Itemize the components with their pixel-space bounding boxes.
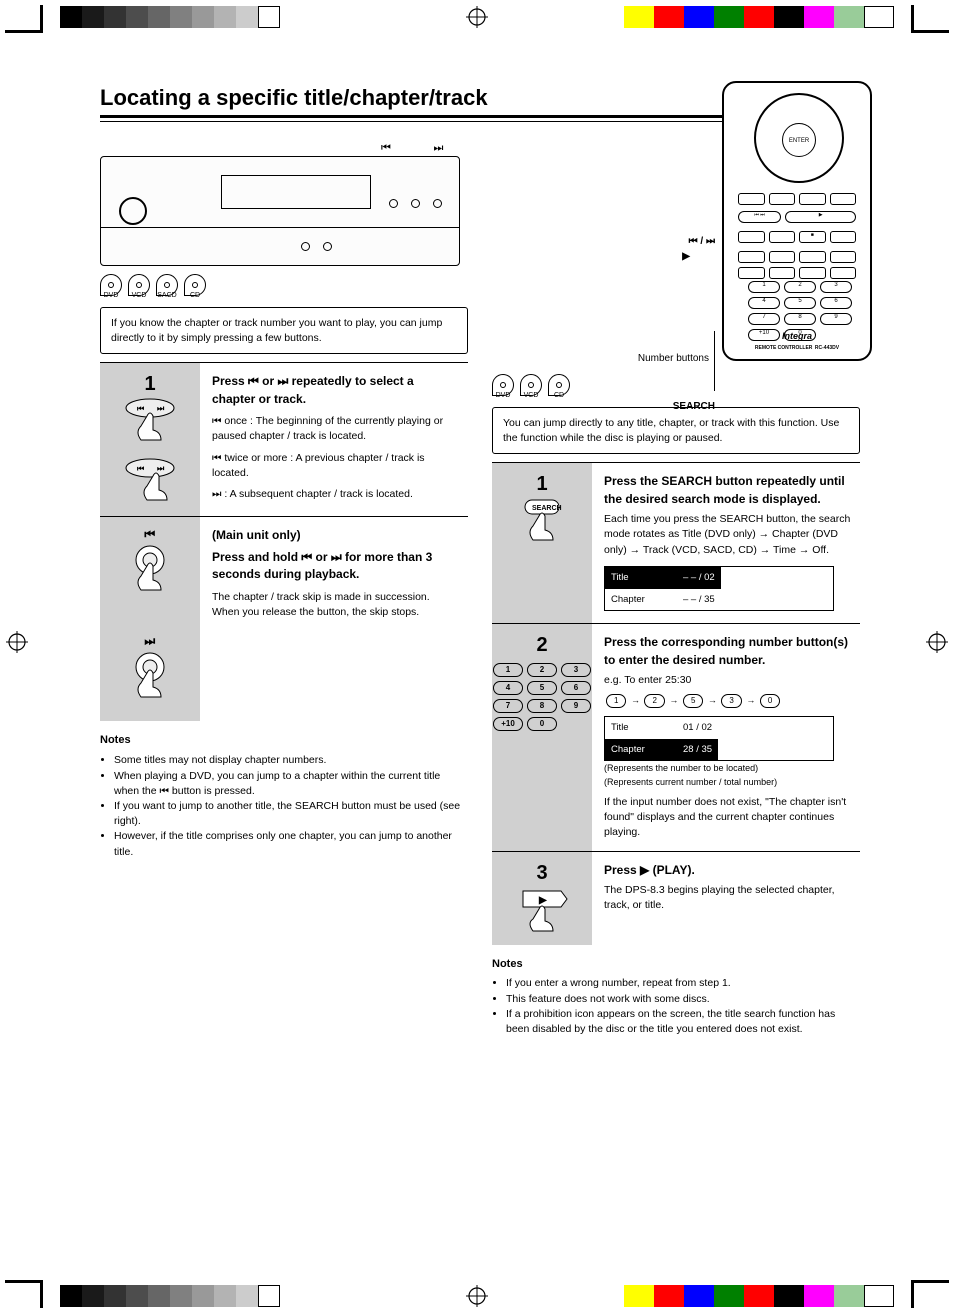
osd2-title-label: Title <box>605 717 677 739</box>
registration-crosshair-bottom <box>466 1285 488 1307</box>
osd-box-2: Title 01 / 02 Chapter 28 / 35 <box>604 716 834 762</box>
registration-crosshair-right <box>926 631 948 653</box>
manual-page: 29 Locating a specific title/chapter/tra… <box>100 55 860 1037</box>
left-step1-line3: ⏭ : A subsequent chapter / track is loca… <box>212 487 460 502</box>
callout-search: SEARCH <box>673 401 715 412</box>
right-step1-head: Press the SEARCH button repeatedly until… <box>604 473 852 508</box>
left-step1-head: Press ⏮ or ⏭ repeatedly to select a chap… <box>212 373 460 408</box>
prev-icon: ⏮ <box>381 141 391 154</box>
right-notes: Notes If you enter a wrong number, repea… <box>492 957 860 1038</box>
left-step-2: ⏮ ⏭ (Main unit only) Press and hold ⏮ or… <box>100 516 468 721</box>
hand-press-play-icon: ▶ <box>515 885 569 935</box>
note-item: If a prohibition icon appears on the scr… <box>506 1007 860 1037</box>
osd2-title-val: 01 / 02 <box>677 717 718 739</box>
grayscale-bar-bottom <box>60 1285 280 1307</box>
osd2-note1: (Represents the number to be located) <box>604 763 852 775</box>
remote-model: RC-443DV <box>815 345 839 351</box>
step-number: 1 <box>144 373 155 396</box>
osd1-title-label: Title <box>605 567 677 589</box>
remote-enter-button: ENTER <box>782 123 816 157</box>
osd1-chap-label: Chapter <box>605 589 677 611</box>
left-notes: Notes Some titles may not display chapte… <box>100 733 468 859</box>
hand-press-skip-next-icon: ⏮⏭ <box>123 456 177 506</box>
step-number: 3 <box>536 862 547 885</box>
osd1-title-val: – – / 02 <box>677 567 721 589</box>
remote-brand: Integra <box>782 331 812 341</box>
osd2-chap-val: 28 / 35 <box>677 739 718 761</box>
remote-controller-label: REMOTE CONTROLLER <box>755 345 813 351</box>
hand-press-skip-prev-icon: ⏮⏭ <box>123 396 177 446</box>
osd-box-1: Title – – / 02 Chapter – – / 35 <box>604 566 834 612</box>
crop-mark-bl <box>5 1278 45 1308</box>
right-step2-head: Press the corresponding number button(s)… <box>604 634 852 669</box>
registration-crosshair-top <box>466 6 488 28</box>
svg-text:⏮: ⏮ <box>137 404 144 413</box>
right-step3-head: Press ▶ (PLAY). <box>604 862 852 879</box>
svg-text:⏭: ⏭ <box>157 404 165 413</box>
right-column: ENTER ⏮ ⏭▶ ■ 123 456 789 +100 Integra RE… <box>492 136 860 1037</box>
right-step-3: 3 ▶ Press ▶ (PLAY). The DPS-8.3 begins p… <box>492 851 860 945</box>
svg-text:▶: ▶ <box>538 895 548 906</box>
left-step2-heada: (Main unit only) <box>212 527 460 544</box>
callout-play: ▶ <box>682 251 690 262</box>
note-item: However, if the title comprises only one… <box>114 829 468 859</box>
left-step1-line1: ⏮ once : The beginning of the currently … <box>212 414 460 444</box>
step-number: 1 <box>536 473 547 496</box>
disc-types-left: DVDVCDSACDCD <box>100 274 468 303</box>
osd2-note2: (Represents current number / total numbe… <box>604 777 852 789</box>
remote-controller-figure: ENTER ⏮ ⏭▶ ■ 123 456 789 +100 Integra RE… <box>722 81 872 361</box>
crop-mark-br <box>909 1278 949 1308</box>
color-bar-bottom <box>624 1285 894 1307</box>
note-item: Some titles may not display chapter numb… <box>114 753 468 768</box>
disc-types-right: DVDVCDCD <box>492 374 860 403</box>
right-step-2: 2 123 456 789 +100 Press the correspondi… <box>492 623 860 850</box>
note-item: When playing a DVD, you can jump to a ch… <box>114 769 468 799</box>
left-step2-body: The chapter / track skip is made in succ… <box>212 590 460 620</box>
notes-heading: Notes <box>100 733 468 749</box>
right-step2-ex-lead: e.g. To enter 25:30 <box>604 673 852 688</box>
left-step2-headb: Press and hold ⏮ or ⏭ for more than 3 se… <box>212 549 460 584</box>
crop-mark-tl <box>5 5 45 35</box>
numpad-icon: 123 456 789 +100 <box>493 663 591 731</box>
left-column: ⏮ ⏭ DVDVCDSACDCD If you know the chapter… <box>100 136 468 1037</box>
svg-text:⏭: ⏭ <box>157 464 165 473</box>
notes-heading: Notes <box>492 957 860 973</box>
right-step3-body: The DPS-8.3 begins playing the selected … <box>604 883 852 913</box>
callout-number-buttons: Number buttons <box>714 331 715 391</box>
player-front-panel-figure: ⏮ ⏭ <box>100 156 460 266</box>
right-lead-box: You can jump directly to any title, chap… <box>492 407 860 454</box>
left-step1-line2: ⏮ twice or more : A previous chapter / t… <box>212 451 460 481</box>
step-number: 2 <box>536 634 547 657</box>
right-step2-tail: If the input number does not exist, "The… <box>604 795 852 841</box>
next-icon: ⏭ <box>434 141 444 154</box>
key-sequence: 1 → 2 → 5 → 3 → 0 <box>604 694 852 708</box>
right-step1-body: Each time you press the SEARCH button, t… <box>604 512 852 558</box>
registration-crosshair-left <box>6 631 28 653</box>
grayscale-bar-top <box>60 6 280 28</box>
note-item: If you enter a wrong number, repeat from… <box>506 976 860 991</box>
color-bar-top <box>624 6 894 28</box>
left-lead-box: If you know the chapter or track number … <box>100 307 468 354</box>
callout-skip: ⏮ / ⏭ <box>689 236 715 247</box>
hold-next-icon: ⏭ <box>125 634 175 711</box>
note-item: This feature does not work with some dis… <box>506 992 860 1007</box>
crop-mark-tr <box>909 5 949 35</box>
osd1-chap-val: – – / 35 <box>677 589 721 611</box>
hold-prev-icon: ⏮ <box>125 527 175 604</box>
hand-press-search-icon: SEARCH <box>515 496 569 546</box>
note-item: If you want to jump to another title, th… <box>114 799 468 829</box>
left-step-1: 1 ⏮⏭ ⏮⏭ Press ⏮ or ⏭ repeatedly to selec… <box>100 362 468 516</box>
right-step-1: 1 SEARCH Press the SEARCH button repeate… <box>492 462 860 623</box>
osd2-chap-label: Chapter <box>605 739 677 761</box>
svg-text:⏮: ⏮ <box>137 464 144 473</box>
svg-text:SEARCH: SEARCH <box>532 505 562 512</box>
